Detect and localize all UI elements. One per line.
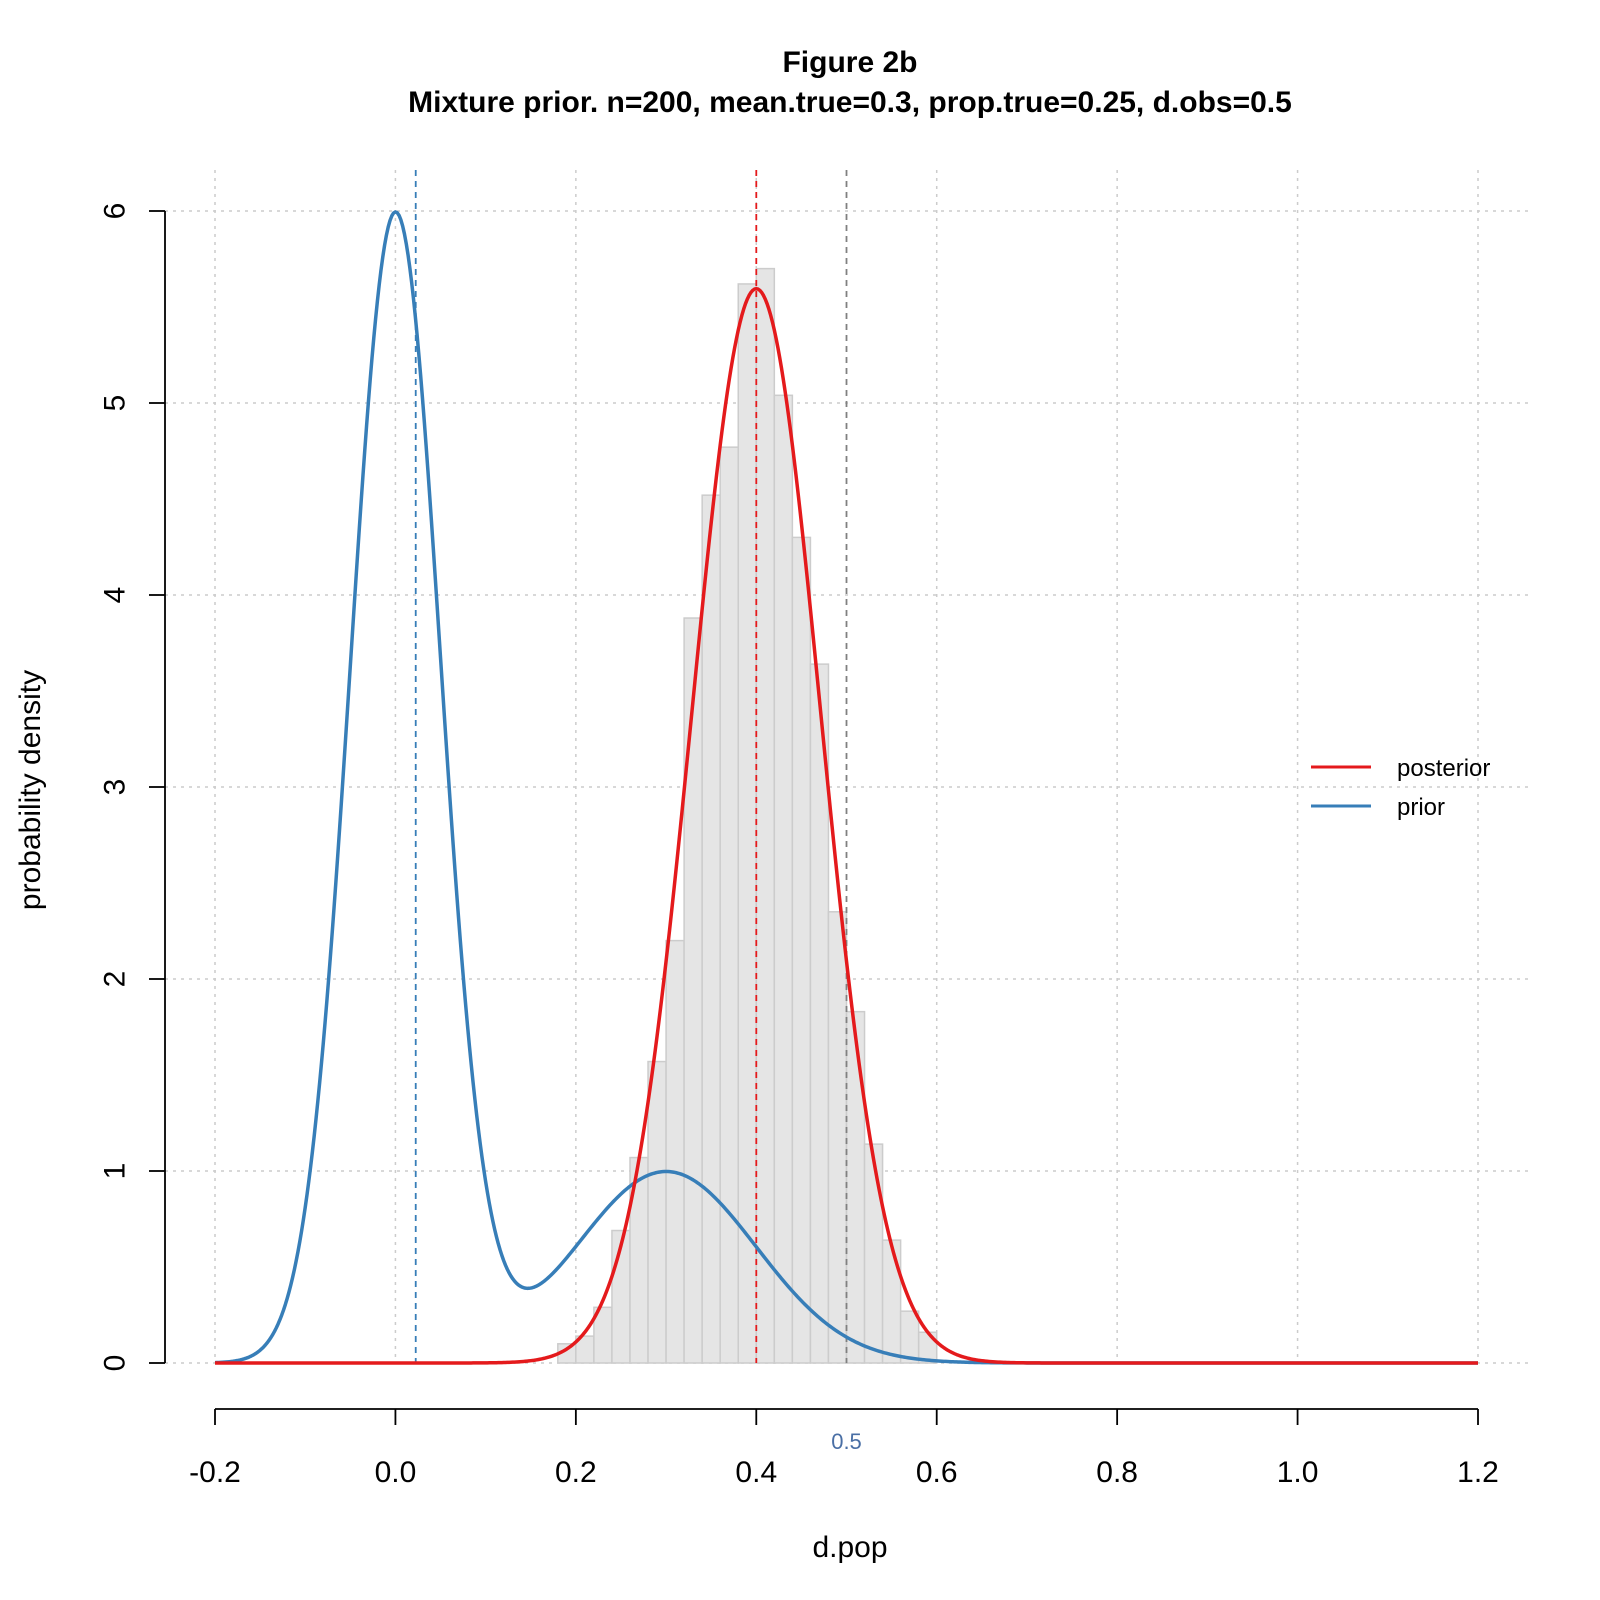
- y-axis-label: probability density: [14, 670, 47, 910]
- x-tick-label: 0.0: [375, 1456, 417, 1489]
- y-tick-label: 2: [99, 971, 132, 988]
- histogram-bar: [647, 1060, 667, 1364]
- legend-label-prior: prior: [1397, 794, 1445, 821]
- axes: -0.2 0.0 0.2 0.4 0.6 0.8 1.0 1.2 0 1 2 3 4 5 6: [99, 203, 1499, 1489]
- x-tick-label: 0.2: [555, 1456, 597, 1489]
- histogram-bar: [719, 446, 739, 1364]
- y-tick-label: 4: [99, 587, 132, 604]
- annotations: 0.5: [831, 1429, 862, 1454]
- x-tick-label: 0.8: [1096, 1456, 1138, 1489]
- observed-value-label: 0.5: [831, 1429, 862, 1454]
- histogram-bar: [755, 267, 776, 1364]
- y-tick-label: 1: [99, 1163, 132, 1180]
- density-curves: [214, 210, 1478, 1365]
- y-tick-label: 0: [99, 1355, 132, 1372]
- chart-subtitle: Mixture prior. n=200, mean.true=0.3, pro…: [408, 86, 1292, 119]
- posterior-density-curve: [215, 286, 1478, 1365]
- y-tick-label: 6: [99, 203, 132, 220]
- histogram-bar: [863, 1143, 884, 1364]
- legend: posterior prior: [1311, 755, 1490, 821]
- chart-title: Figure 2b: [782, 46, 917, 79]
- histogram-bar: [773, 394, 794, 1364]
- legend-label-posterior: posterior: [1397, 755, 1490, 782]
- reference-lines: [414, 170, 848, 1363]
- x-tick-label: 0.4: [735, 1456, 777, 1489]
- histogram-bar: [701, 494, 721, 1364]
- histogram-bar: [683, 617, 703, 1364]
- y-tick-label: 3: [99, 779, 132, 796]
- x-tick-label: 1.2: [1457, 1456, 1499, 1489]
- x-tick-label: -0.2: [189, 1456, 241, 1489]
- histogram-bar: [737, 283, 758, 1364]
- x-tick-label: 0.6: [916, 1456, 958, 1489]
- x-axis-label: d.pop: [812, 1531, 887, 1564]
- histogram: [557, 267, 938, 1364]
- histogram-bar: [791, 536, 812, 1364]
- histogram-bar: [827, 911, 848, 1364]
- histogram-bar: [881, 1239, 902, 1364]
- histogram-bar: [665, 939, 685, 1364]
- histogram-bar: [845, 1010, 866, 1364]
- x-tick-label: 1.0: [1277, 1456, 1319, 1489]
- y-tick-label: 5: [99, 395, 132, 412]
